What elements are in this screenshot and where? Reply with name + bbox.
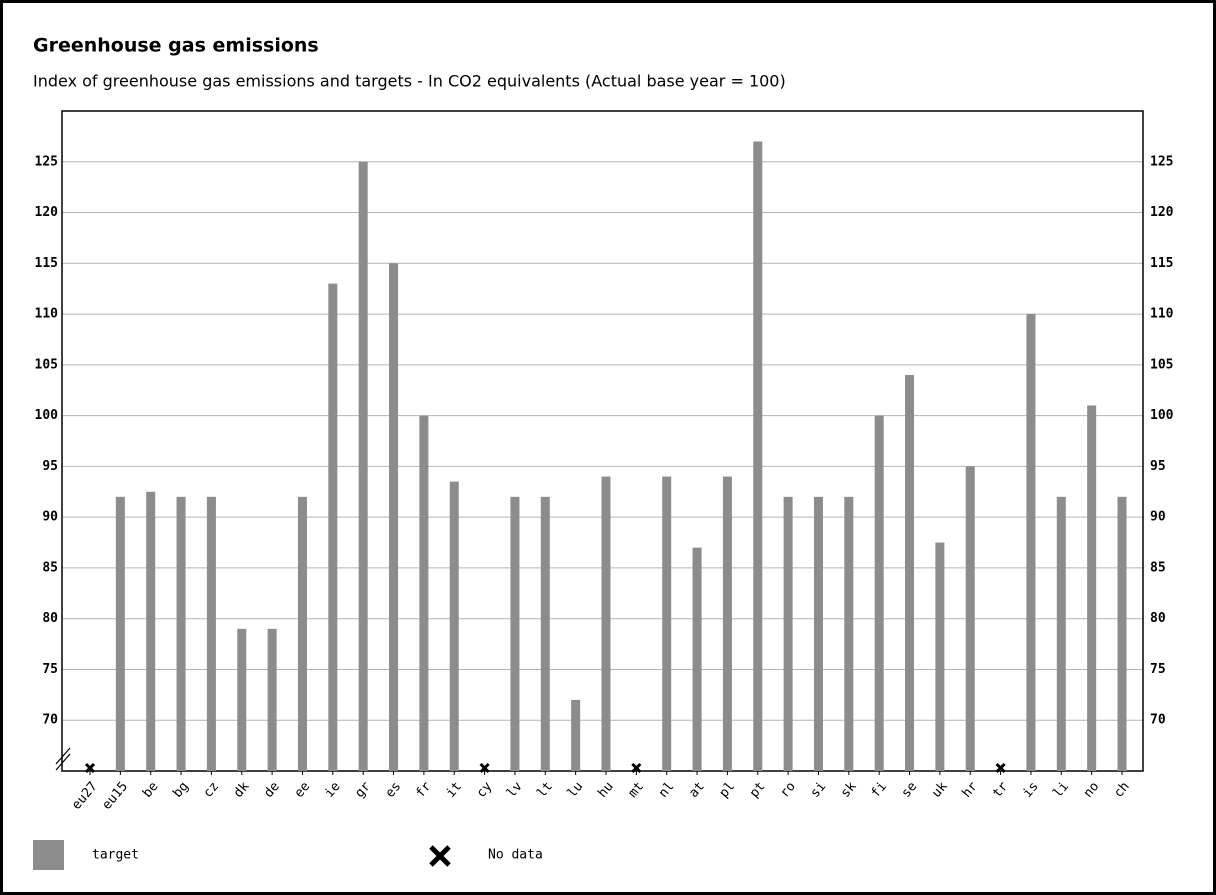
no-data-mark [429, 845, 451, 867]
y2-tick-label: 115 [1150, 256, 1173, 271]
bar [237, 628, 247, 771]
y2-tick-label: 110 [1150, 307, 1174, 322]
y-tick-label: 80 [42, 611, 58, 626]
bar [297, 496, 307, 771]
y-tick-label: 95 [42, 459, 58, 474]
bar [692, 547, 702, 771]
bar [662, 476, 672, 771]
legend-label: target [92, 848, 139, 863]
bar [1026, 314, 1036, 771]
y2-tick-label: 70 [1150, 713, 1166, 728]
bar [601, 476, 611, 771]
y-tick-label: 120 [35, 205, 59, 220]
bar [449, 481, 459, 771]
bar [813, 496, 823, 771]
cross-line [479, 762, 490, 774]
bar [540, 496, 550, 771]
bar [874, 415, 884, 771]
bar [206, 496, 216, 771]
y-tick-label: 90 [42, 510, 58, 525]
bar [753, 141, 763, 771]
bar [722, 476, 732, 771]
bar [358, 161, 368, 771]
bar [1117, 496, 1127, 771]
no-data-mark [995, 762, 1006, 774]
y-tick-label: 125 [35, 154, 58, 169]
bar [146, 491, 156, 771]
no-data-mark [479, 762, 490, 774]
y-tick-label: 100 [35, 408, 59, 423]
y2-tick-label: 95 [1150, 459, 1166, 474]
cross-line [429, 845, 451, 867]
bar [389, 263, 399, 771]
bar [267, 628, 277, 771]
bar [328, 283, 338, 771]
cross-line [995, 762, 1006, 774]
cross-line [84, 762, 96, 774]
bar [176, 496, 186, 771]
y2-tick-label: 80 [1150, 611, 1166, 626]
no-data-mark [84, 762, 96, 774]
bar [935, 542, 945, 771]
bar [1056, 496, 1066, 771]
bar [844, 496, 854, 771]
y-tick-label: 70 [42, 713, 58, 728]
cross-line [631, 762, 642, 774]
y2-tick-label: 85 [1150, 560, 1166, 575]
y2-tick-label: 125 [1150, 154, 1173, 169]
y2-tick-label: 105 [1150, 357, 1173, 372]
y-tick-label: 110 [35, 307, 59, 322]
y2-tick-label: 120 [1150, 205, 1174, 220]
bar [965, 466, 975, 771]
bar [115, 496, 125, 771]
bar [1087, 405, 1097, 771]
bar [783, 496, 793, 771]
y-tick-label: 105 [35, 357, 58, 372]
no-data-mark [631, 762, 642, 774]
chart-title: Greenhouse gas emissions [33, 35, 319, 57]
y2-tick-label: 75 [1150, 662, 1166, 677]
chart-subtitle: Index of greenhouse gas emissions and ta… [33, 72, 786, 91]
legend-swatch [33, 840, 64, 870]
y2-tick-label: 100 [1150, 408, 1174, 423]
bar [905, 375, 915, 771]
bar [571, 699, 581, 771]
y-tick-label: 115 [35, 256, 58, 271]
bar [419, 415, 429, 771]
bar [510, 496, 520, 771]
y-tick-label: 75 [42, 662, 58, 677]
legend-label: No data [488, 848, 543, 863]
y2-tick-label: 90 [1150, 510, 1166, 525]
axis-break [55, 747, 71, 771]
y-tick-label: 85 [42, 560, 58, 575]
